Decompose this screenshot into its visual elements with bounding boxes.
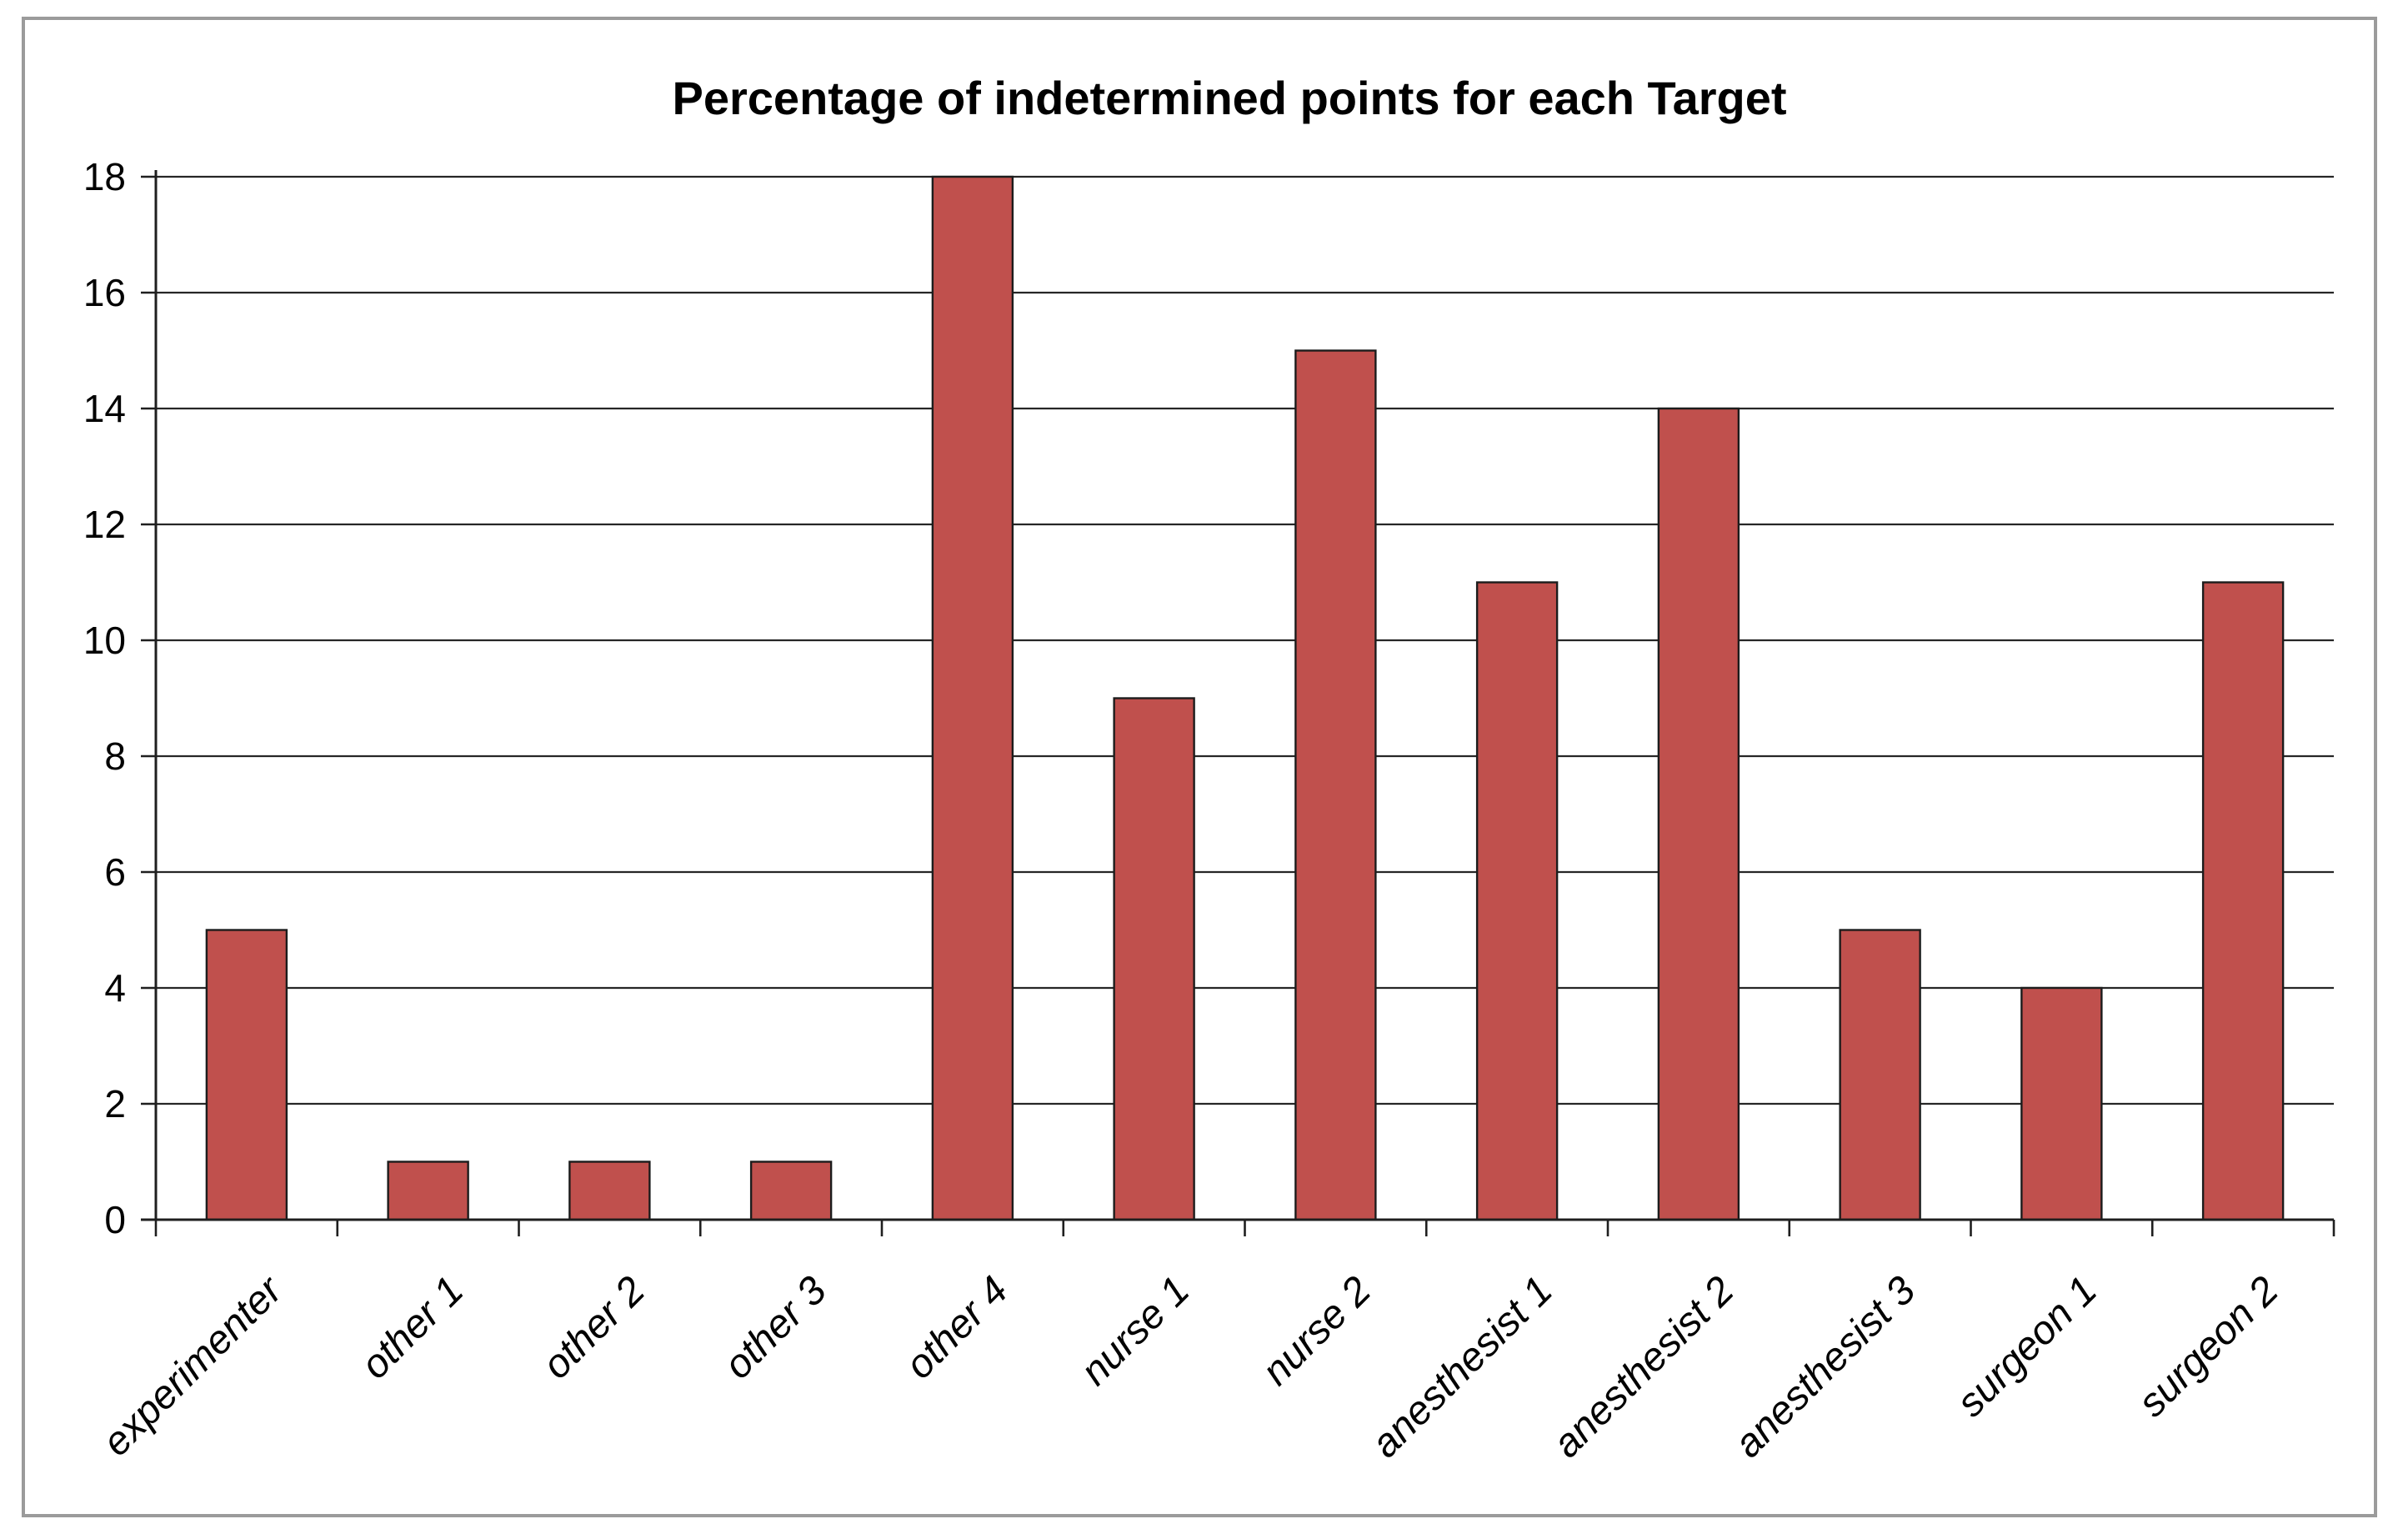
y-tick-label: 2 bbox=[104, 1082, 126, 1125]
x-category-label: anesthesist 2 bbox=[1544, 1268, 1742, 1466]
bar-other-4 bbox=[931, 175, 1014, 1221]
x-category-label: nurse 1 bbox=[1073, 1268, 1199, 1394]
y-tick-label: 6 bbox=[104, 850, 126, 894]
y-tick-label: 10 bbox=[83, 619, 126, 662]
y-tick-label: 8 bbox=[104, 734, 126, 778]
bar-anesthesist-2 bbox=[1657, 407, 1740, 1221]
y-tick-label: 12 bbox=[83, 503, 126, 546]
bar-other-3 bbox=[749, 1161, 833, 1221]
x-category-label: other 2 bbox=[534, 1268, 653, 1387]
y-tick-label: 14 bbox=[83, 387, 126, 430]
x-category-label: other 1 bbox=[353, 1268, 472, 1387]
x-category-label: nurse 2 bbox=[1254, 1268, 1379, 1394]
bars-group bbox=[205, 175, 2285, 1221]
x-category-label: experimenter bbox=[94, 1267, 292, 1465]
gridlines-group bbox=[156, 175, 2334, 1105]
x-category-label: surgeon 2 bbox=[2130, 1268, 2286, 1425]
bar-experimenter bbox=[205, 929, 288, 1221]
bar-other-2 bbox=[568, 1161, 651, 1221]
bar-anesthesist-1 bbox=[1475, 581, 1559, 1221]
y-tick-label: 4 bbox=[104, 966, 126, 1010]
chart-title: Percentage of indetermined points for ea… bbox=[673, 72, 1787, 124]
bar-other-1 bbox=[387, 1161, 469, 1221]
x-category-label: other 4 bbox=[898, 1268, 1017, 1387]
bar-surgeon-2 bbox=[2201, 581, 2285, 1221]
bar-nurse-2 bbox=[1294, 349, 1377, 1221]
bar-anesthesist-3 bbox=[1839, 929, 1921, 1221]
x-category-label: anesthesist 1 bbox=[1363, 1268, 1560, 1466]
y-tick-label: 18 bbox=[83, 155, 126, 198]
x-category-label: other 3 bbox=[716, 1268, 835, 1387]
bar-surgeon-1 bbox=[2020, 986, 2103, 1221]
axes-group bbox=[141, 170, 2335, 1236]
y-tick-label: 0 bbox=[104, 1198, 126, 1241]
bar-nurse-1 bbox=[1113, 697, 1195, 1221]
figure-border bbox=[22, 17, 2377, 1517]
y-tick-label: 16 bbox=[83, 271, 126, 314]
x-category-label: surgeon 1 bbox=[1949, 1268, 2105, 1425]
x-category-label: anesthesist 3 bbox=[1726, 1268, 1925, 1466]
